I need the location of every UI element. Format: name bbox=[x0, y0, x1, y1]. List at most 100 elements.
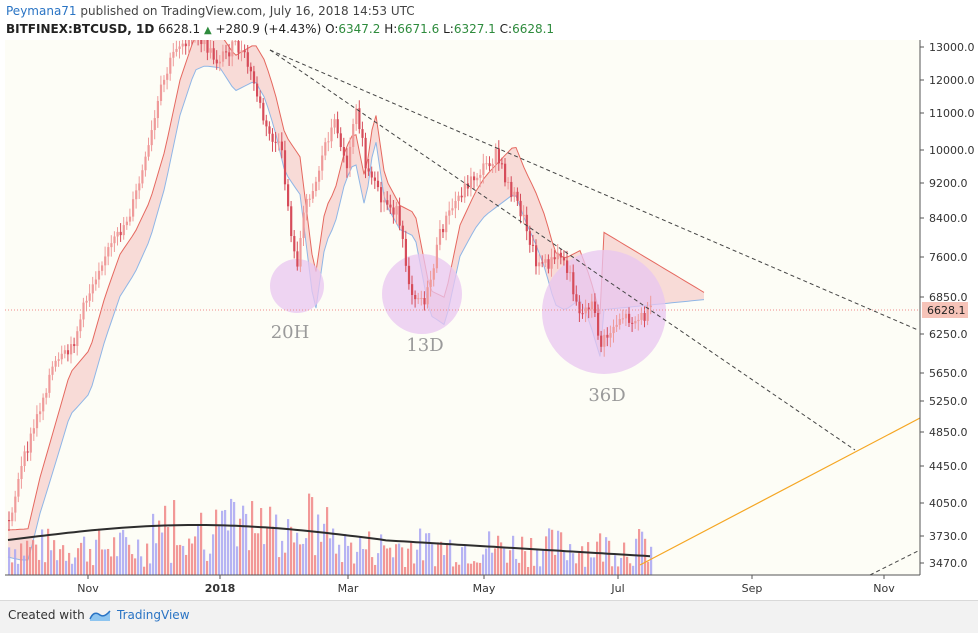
price-chart[interactable]: 20H 13D 36D 13000.0 12000.0 11000.0 10000.0 92… bbox=[0, 24, 978, 600]
volume-bar bbox=[584, 566, 587, 575]
volume-bar bbox=[461, 547, 464, 575]
candle-body bbox=[476, 177, 479, 181]
candle-body bbox=[621, 318, 624, 320]
volume-bar bbox=[551, 529, 554, 575]
volume-bar bbox=[80, 542, 83, 575]
candle-body bbox=[308, 198, 311, 200]
candle-body bbox=[367, 168, 370, 172]
candle-body bbox=[411, 284, 414, 295]
volume-bar bbox=[32, 540, 35, 575]
volume-bar bbox=[332, 528, 335, 575]
volume-bar bbox=[632, 565, 635, 575]
volume-bar bbox=[416, 549, 419, 575]
symbol-name: BITFINEX:BTCUSD, 1D bbox=[6, 22, 155, 36]
volume-bar bbox=[173, 500, 176, 575]
volume-bar bbox=[575, 563, 578, 575]
candle-body bbox=[314, 181, 318, 192]
volume-bar bbox=[116, 556, 119, 575]
price-tick-label: 4850.0 bbox=[929, 426, 968, 439]
candle-body bbox=[324, 142, 327, 156]
high-value: 6671.6 bbox=[397, 22, 440, 36]
last-price: 6628.1 bbox=[158, 22, 201, 36]
volume-bar bbox=[98, 528, 101, 575]
candle-body bbox=[287, 184, 290, 207]
annotation-label: 20H bbox=[271, 322, 310, 343]
volume-bar bbox=[317, 514, 320, 575]
low-value: 6327.1 bbox=[453, 22, 496, 36]
volume-bar bbox=[545, 536, 548, 575]
candle-body bbox=[407, 265, 411, 285]
candle-body bbox=[612, 326, 615, 334]
candle-body bbox=[132, 199, 135, 217]
candle-body bbox=[32, 428, 35, 434]
candle-body bbox=[48, 374, 51, 393]
candle-body bbox=[423, 298, 426, 305]
volume-bar bbox=[422, 560, 425, 575]
candle-body bbox=[122, 225, 125, 236]
trend-line-shallow bbox=[269, 49, 919, 331]
candle-body bbox=[488, 163, 491, 167]
candle-body bbox=[163, 79, 166, 85]
candle-body bbox=[159, 84, 163, 101]
volume-bar bbox=[581, 546, 584, 575]
candle-body bbox=[615, 324, 618, 327]
open-label: O: bbox=[325, 22, 339, 36]
volume-bar bbox=[578, 551, 581, 575]
volume-bar bbox=[281, 540, 284, 575]
volume-bar bbox=[593, 557, 596, 575]
candle-body bbox=[169, 57, 172, 74]
candle-body bbox=[101, 265, 104, 271]
price-tick-label: 13000.0 bbox=[929, 41, 975, 54]
candle-body bbox=[187, 33, 190, 47]
candle-body bbox=[507, 181, 510, 183]
volume-bar bbox=[473, 561, 476, 575]
volume-bar bbox=[596, 541, 599, 575]
volume-bar bbox=[107, 548, 110, 575]
volume-bar bbox=[488, 531, 491, 575]
candle-body bbox=[528, 231, 531, 245]
candle-body bbox=[82, 302, 85, 320]
candle-body bbox=[497, 148, 500, 164]
author-link[interactable]: Peymana71 bbox=[6, 4, 77, 18]
candle-body bbox=[215, 59, 218, 64]
annotation-label: 13D bbox=[406, 335, 443, 356]
tradingview-link[interactable]: TradingView bbox=[117, 608, 190, 622]
volume-bar bbox=[515, 558, 518, 575]
open-value: 6347.2 bbox=[338, 22, 381, 36]
volume-bar bbox=[242, 505, 245, 575]
candle-body bbox=[175, 48, 178, 52]
volume-bar bbox=[104, 549, 107, 575]
candle-body bbox=[649, 305, 652, 308]
volume-bar bbox=[179, 544, 182, 575]
volume-bar bbox=[350, 542, 353, 575]
last-price-badge bbox=[922, 302, 968, 318]
volume-bar bbox=[344, 533, 347, 575]
chart-area[interactable]: 20H 13D 36D 13000.0 12000.0 11000.0 10000.0 92… bbox=[0, 24, 978, 600]
candle-body bbox=[646, 307, 649, 321]
plot-background bbox=[5, 40, 920, 575]
volume-ma-line bbox=[7, 524, 651, 558]
volume-bar bbox=[212, 534, 215, 575]
volume-bar bbox=[323, 523, 326, 575]
candle-body bbox=[544, 259, 547, 263]
volume-bar bbox=[233, 501, 236, 575]
volume-bar bbox=[647, 561, 650, 575]
candle-body bbox=[119, 231, 122, 236]
volume-bar bbox=[128, 544, 131, 575]
candle-body bbox=[228, 52, 231, 57]
volume-bar bbox=[113, 537, 116, 575]
candle-body bbox=[643, 313, 646, 321]
volume-bar bbox=[347, 545, 350, 575]
candle-body bbox=[339, 133, 342, 148]
candle-body bbox=[572, 272, 575, 295]
volume-bar bbox=[191, 543, 194, 575]
candle-body bbox=[268, 126, 271, 134]
volume-bar bbox=[41, 529, 44, 575]
volume-bar bbox=[152, 513, 155, 575]
price-tick-label: 3730.0 bbox=[929, 530, 968, 543]
candle-body bbox=[225, 51, 228, 53]
candle-body bbox=[209, 48, 212, 53]
candle-body bbox=[14, 496, 17, 513]
candle-body bbox=[510, 181, 513, 198]
candle-body bbox=[259, 96, 262, 103]
